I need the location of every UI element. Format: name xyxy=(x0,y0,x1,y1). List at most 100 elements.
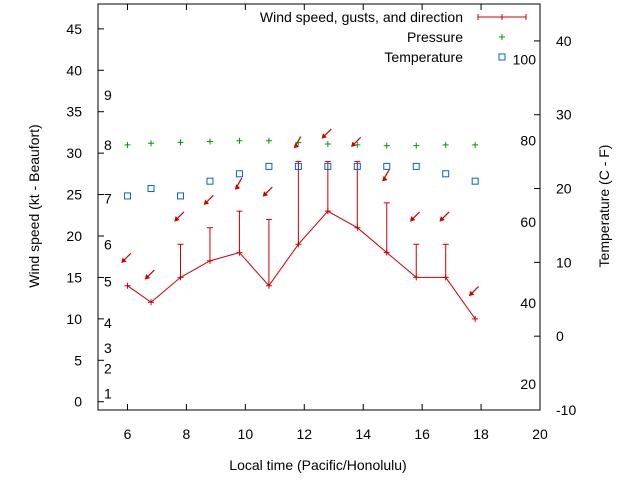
wind-speed-point xyxy=(236,249,243,256)
wind-direction-arrow xyxy=(121,252,132,263)
x-tick-label: 16 xyxy=(414,426,430,442)
pressure-point xyxy=(177,139,184,146)
temperature-point xyxy=(383,162,391,170)
wind-direction-arrow xyxy=(321,128,332,139)
legend-entry-label: Wind speed, gusts, and direction xyxy=(260,9,463,25)
y2-tick-label: 10 xyxy=(556,254,572,270)
x-axis-label: Local time (Pacific/Honolulu) xyxy=(229,457,406,473)
pressure-point xyxy=(413,142,420,149)
pressure-point xyxy=(442,141,449,148)
y-tick-label: 5 xyxy=(74,352,82,368)
legend-pressure-swatch xyxy=(499,34,505,40)
y-tick-label: 45 xyxy=(66,21,82,37)
wind-speed-point xyxy=(124,282,131,289)
beaufort-label: 9 xyxy=(104,87,112,103)
wind-direction-arrow xyxy=(203,194,214,205)
wind-speed-point xyxy=(472,315,479,322)
pressure-point xyxy=(206,138,213,145)
pressure-point xyxy=(236,137,243,144)
y2-tick-label: 40 xyxy=(556,33,572,49)
wind-speed-point xyxy=(295,241,302,248)
x-tick-label: 18 xyxy=(473,426,489,442)
y2-tick-label: 30 xyxy=(556,107,572,123)
y-tick-label: 10 xyxy=(66,311,82,327)
y-tick-label: 35 xyxy=(66,104,82,120)
wind-speed-point xyxy=(354,224,361,231)
legend-wind-swatch-marker xyxy=(499,14,505,20)
wind-direction-arrow xyxy=(410,211,421,222)
y-tick-label: 15 xyxy=(66,269,82,285)
beaufort-label: 6 xyxy=(104,236,112,252)
legend-temperature-swatch xyxy=(498,53,506,61)
fahrenheit-label: 60 xyxy=(520,214,536,230)
temperature-point xyxy=(147,185,155,193)
wind-direction-arrow xyxy=(144,269,155,280)
fahrenheit-label: 20 xyxy=(520,376,536,392)
fahrenheit-label: 100 xyxy=(513,51,537,67)
x-tick-label: 14 xyxy=(355,426,371,442)
beaufort-label: 3 xyxy=(104,340,112,356)
temperature-point xyxy=(177,192,185,200)
pressure-point xyxy=(472,141,479,148)
wind-speed-point xyxy=(177,274,184,281)
pressure-point xyxy=(124,141,131,148)
wind-direction-arrow xyxy=(468,286,479,297)
temperature-point xyxy=(265,162,273,170)
y-tick-label: 0 xyxy=(74,394,82,410)
wind-direction-arrow xyxy=(439,211,450,222)
pressure-point xyxy=(148,140,155,147)
wind-speed-point xyxy=(265,282,272,289)
plot-frame xyxy=(97,3,541,411)
x-tick-label: 20 xyxy=(532,426,548,442)
series-layer xyxy=(121,128,479,322)
wind-speed-point xyxy=(206,257,213,264)
x-tick-label: 8 xyxy=(183,426,191,442)
wind-speed-point xyxy=(442,274,449,281)
fahrenheit-label: 80 xyxy=(520,133,536,149)
wind-direction-arrow xyxy=(234,177,243,190)
beaufort-label: 4 xyxy=(104,315,112,331)
y2-tick-label: 0 xyxy=(556,328,564,344)
pressure-point xyxy=(324,141,331,148)
wind-speed-point xyxy=(383,249,390,256)
wind-speed-point xyxy=(324,208,331,215)
x-tick-label: 12 xyxy=(296,426,312,442)
y-tick-label: 25 xyxy=(66,187,82,203)
y-tick-label: 20 xyxy=(66,228,82,244)
x-tick-label: 10 xyxy=(238,426,254,442)
beaufort-label: 1 xyxy=(104,385,112,401)
temperature-point xyxy=(442,170,450,178)
temperature-point xyxy=(471,177,479,185)
temperature-point xyxy=(123,192,131,200)
beaufort-label: 7 xyxy=(104,191,112,207)
y-tick-label: 40 xyxy=(66,62,82,78)
wind-direction-arrow xyxy=(174,211,185,222)
temperature-point xyxy=(324,162,332,170)
temperature-point xyxy=(294,162,302,170)
wind-speed-point xyxy=(148,299,155,306)
axes-layer: 6 8 10 12 14 16 18 20051015202530354045-1001020… xyxy=(66,3,576,442)
pressure-point xyxy=(383,142,390,149)
y-tick-label: 30 xyxy=(66,145,82,161)
y2-axis-label: Temperature (C - F) xyxy=(596,145,612,268)
wind-direction-arrow xyxy=(262,186,273,197)
wind-speed-line xyxy=(127,210,476,320)
y-axis-label: Wind speed (kt - Beaufort) xyxy=(26,124,42,287)
pressure-point xyxy=(295,139,302,146)
beaufort-label: 8 xyxy=(104,137,112,153)
legend: Wind speed, gusts, and direction Pressure… xyxy=(260,9,527,65)
x-tick-label: 6 xyxy=(124,426,132,442)
temperature-point xyxy=(206,177,214,185)
wind-speed-point xyxy=(413,274,420,281)
temperature-point xyxy=(235,170,243,178)
fahrenheit-label: 40 xyxy=(520,295,536,311)
beaufort-label: 2 xyxy=(104,361,112,377)
temperature-point xyxy=(412,162,420,170)
y2-tick-label: -10 xyxy=(556,402,576,418)
legend-entry-label: Temperature xyxy=(384,49,463,65)
y2-tick-label: 20 xyxy=(556,181,572,197)
beaufort-label: 5 xyxy=(104,274,112,290)
pressure-point xyxy=(354,141,361,148)
legend-entry-label: Pressure xyxy=(407,29,463,45)
